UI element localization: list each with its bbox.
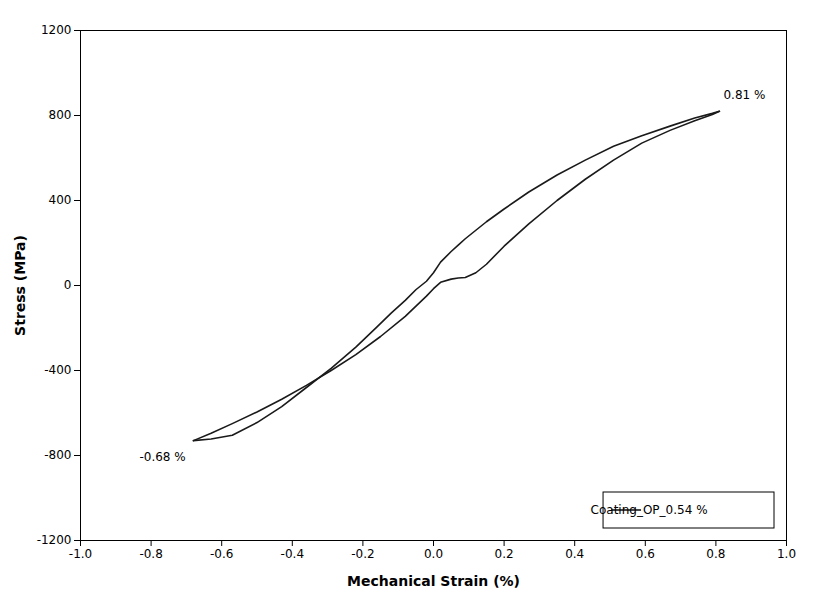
svg-text:-1.0: -1.0: [69, 547, 92, 561]
svg-text:0.81 %: 0.81 %: [723, 88, 765, 102]
svg-text:-0.8: -0.8: [139, 547, 162, 561]
svg-text:Coating_OP_0.54 %: Coating_OP_0.54 %: [591, 503, 708, 517]
svg-text:-1200: -1200: [37, 533, 72, 547]
svg-text:0.8: 0.8: [706, 547, 725, 561]
svg-text:800: 800: [49, 108, 72, 122]
svg-text:1.0: 1.0: [777, 547, 796, 561]
svg-text:0.4: 0.4: [565, 547, 584, 561]
svg-text:400: 400: [49, 193, 72, 207]
svg-text:-0.4: -0.4: [281, 547, 304, 561]
svg-text:-0.2: -0.2: [351, 547, 374, 561]
svg-text:Mechanical Strain (%): Mechanical Strain (%): [347, 573, 520, 589]
svg-text:0.2: 0.2: [495, 547, 514, 561]
svg-text:0.0: 0.0: [424, 547, 443, 561]
svg-text:Stress (MPa): Stress (MPa): [12, 235, 28, 336]
svg-text:1200: 1200: [41, 23, 72, 37]
svg-text:-0.68 %: -0.68 %: [139, 450, 185, 464]
svg-text:-800: -800: [44, 448, 71, 462]
svg-text:0.6: 0.6: [636, 547, 655, 561]
svg-text:0: 0: [64, 278, 72, 292]
svg-text:-400: -400: [44, 363, 71, 377]
svg-text:-0.6: -0.6: [210, 547, 233, 561]
